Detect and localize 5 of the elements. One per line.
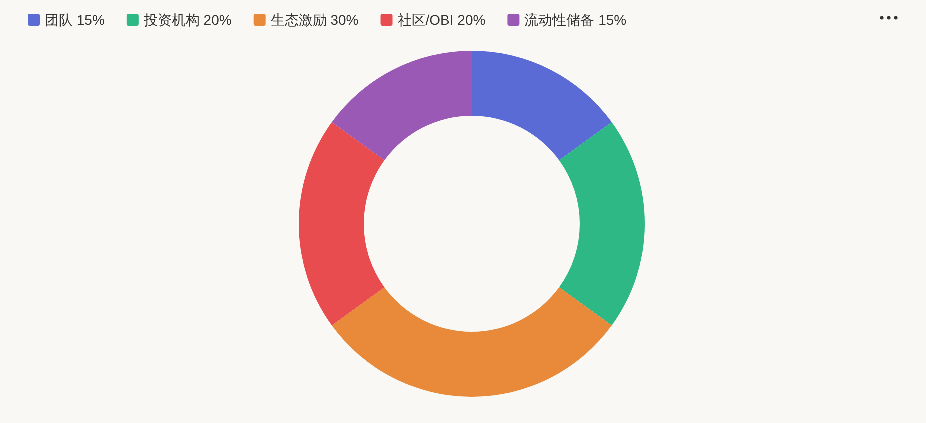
legend-label: 流动性储备 15% [524, 12, 627, 28]
legend-label: 社区/OBI 20% [398, 12, 486, 28]
legend-label: 投资机构 20% [142, 12, 232, 28]
legend-label: 生态激励 30% [270, 12, 359, 28]
legend-label: 团队 15% [45, 12, 105, 28]
